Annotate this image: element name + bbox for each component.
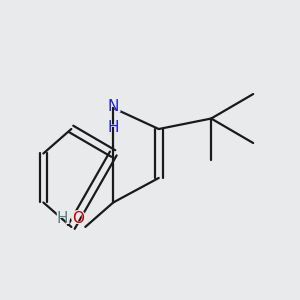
Text: H: H bbox=[57, 211, 68, 226]
Text: O: O bbox=[70, 209, 87, 228]
Text: N: N bbox=[105, 97, 122, 116]
Text: N: N bbox=[108, 99, 119, 114]
Text: H: H bbox=[55, 209, 71, 228]
Text: H: H bbox=[105, 118, 122, 137]
Text: H: H bbox=[107, 120, 119, 135]
Text: O: O bbox=[72, 211, 84, 226]
